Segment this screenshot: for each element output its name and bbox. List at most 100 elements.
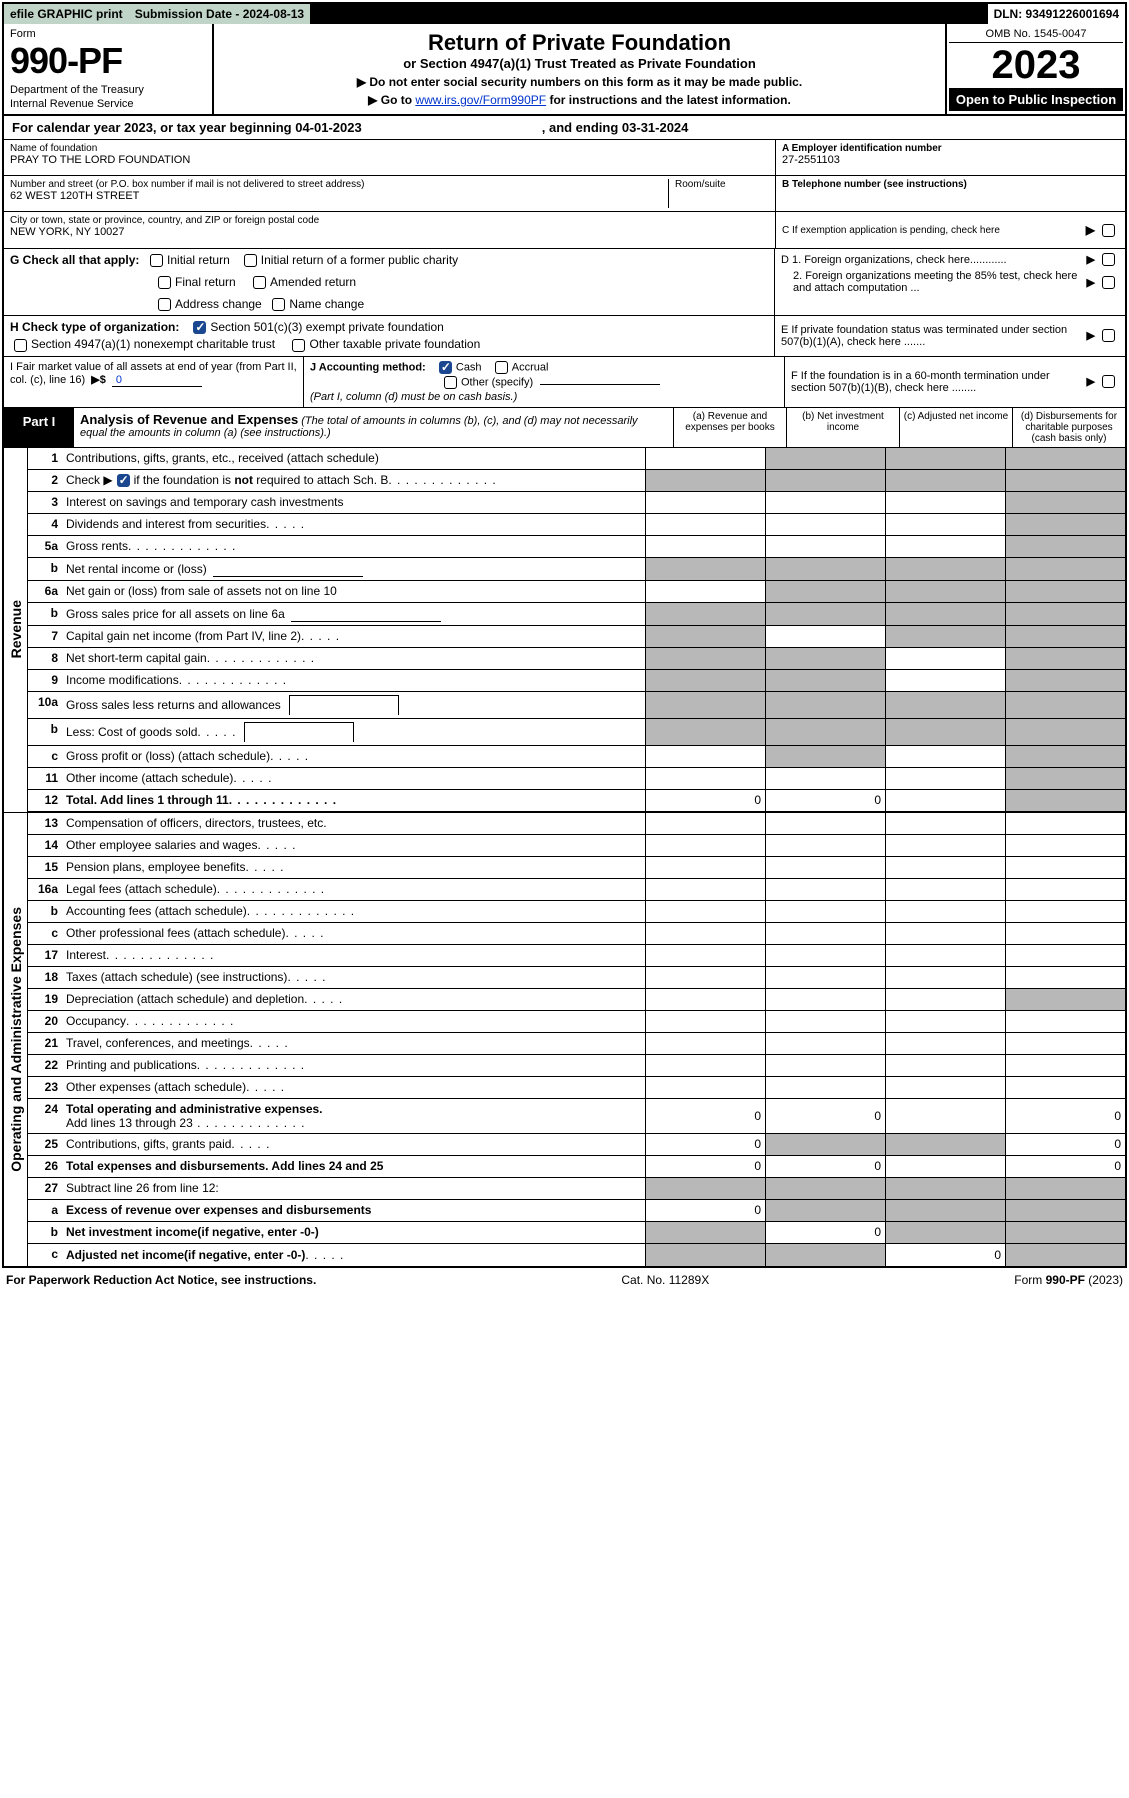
s501-checkbox[interactable]: [193, 321, 206, 334]
r16a-text: Legal fees (attach schedule): [66, 882, 217, 896]
r4-text: Dividends and interest from securities: [66, 517, 266, 531]
r15-text: Pension plans, employee benefits: [66, 860, 245, 874]
row-19: Depreciation (attach schedule) and deple…: [62, 989, 646, 1010]
row-16b: Accounting fees (attach schedule): [62, 901, 646, 922]
cash-checkbox[interactable]: [439, 361, 452, 374]
initial-former-checkbox[interactable]: [244, 254, 257, 267]
section-h-e: H Check type of organization: Section 50…: [4, 316, 1125, 357]
ein-label: A Employer identification number: [782, 143, 1119, 154]
other-method-label: Other (specify): [461, 376, 533, 388]
row-20: Occupancy: [62, 1011, 646, 1032]
other-tax-label: Other taxable private foundation: [309, 337, 480, 351]
revenue-rows: 1Contributions, gifts, grants, etc., rec…: [28, 448, 1125, 812]
row-6b: Gross sales price for all assets on line…: [62, 603, 646, 625]
e-label: E If private foundation status was termi…: [781, 324, 1084, 348]
form-title: Return of Private Foundation: [220, 30, 939, 56]
city-value: NEW YORK, NY 10027: [10, 226, 769, 238]
revenue-side-label: Revenue: [4, 448, 28, 812]
expenses-side-label: Operating and Administrative Expenses: [4, 813, 28, 1266]
f-checkbox[interactable]: [1102, 375, 1115, 388]
name-value: PRAY TO THE LORD FOUNDATION: [10, 154, 769, 166]
part1-desc: Analysis of Revenue and Expenses (The to…: [74, 408, 674, 447]
g-section: G Check all that apply: Initial return I…: [4, 249, 775, 315]
header-left: Form 990-PF Department of the Treasury I…: [4, 24, 214, 114]
j-section: J Accounting method: Cash Accrual Other …: [304, 357, 785, 407]
e-checkbox[interactable]: [1102, 329, 1115, 342]
arrow-icon: ▶: [1087, 375, 1095, 388]
form-label: Form: [10, 28, 206, 40]
r24-text: Total operating and administrative expen…: [66, 1102, 323, 1116]
instr-1: ▶ Do not enter social security numbers o…: [220, 75, 939, 89]
v27cc: 0: [886, 1244, 1006, 1266]
e-section: E If private foundation status was termi…: [775, 316, 1125, 356]
row-25: Contributions, gifts, grants paid: [62, 1134, 646, 1155]
row-10a: Gross sales less returns and allowances: [62, 692, 646, 718]
footer-mid: Cat. No. 11289X: [621, 1273, 709, 1287]
final-return-label: Final return: [175, 275, 236, 289]
row-26: Total expenses and disbursements. Add li…: [62, 1156, 646, 1177]
info-right: A Employer identification number 27-2551…: [775, 140, 1125, 248]
row-15: Pension plans, employee benefits: [62, 857, 646, 878]
d1-label: D 1. Foreign organizations, check here..…: [781, 254, 1084, 266]
f-label: F If the foundation is in a 60-month ter…: [791, 370, 1084, 394]
v12a: 0: [646, 790, 766, 811]
final-return-checkbox[interactable]: [158, 276, 171, 289]
instr-2-pre: ▶ Go to: [368, 93, 415, 107]
revenue-text: Revenue: [8, 600, 24, 658]
cash-label: Cash: [456, 361, 482, 373]
form-container: efile GRAPHIC print Submission Date - 20…: [2, 2, 1127, 1268]
arrow-icon: ▶: [1086, 223, 1095, 237]
top-bar: efile GRAPHIC print Submission Date - 20…: [4, 4, 1125, 24]
v27bb: 0: [766, 1222, 886, 1243]
submission-date: Submission Date - 2024-08-13: [129, 4, 310, 24]
col-d-head: (d) Disbursements for charitable purpose…: [1013, 408, 1125, 447]
accrual-checkbox[interactable]: [495, 361, 508, 374]
col-b-head: (b) Net investment income: [787, 408, 900, 447]
other-method-checkbox[interactable]: [444, 376, 457, 389]
amended-return-checkbox[interactable]: [253, 276, 266, 289]
v25d: 0: [1006, 1134, 1125, 1155]
addr-change-label: Address change: [175, 297, 262, 311]
v24d: 0: [1006, 1099, 1125, 1133]
row-5b: Net rental income or (loss): [62, 558, 646, 580]
row-10b: Less: Cost of goods sold: [62, 719, 646, 745]
info-grid: Name of foundation PRAY TO THE LORD FOUN…: [4, 140, 1125, 249]
efile-label[interactable]: efile GRAPHIC print: [4, 4, 129, 24]
r14-text: Other employee salaries and wages: [66, 838, 257, 852]
arrow-icon: ▶: [1087, 253, 1095, 266]
r8-text: Net short-term capital gain: [66, 651, 207, 665]
schb-checkbox[interactable]: [117, 474, 130, 487]
r25-text: Contributions, gifts, grants paid: [66, 1137, 231, 1151]
row-2: Check ▶ if the foundation is not require…: [62, 470, 646, 491]
d2-checkbox[interactable]: [1102, 276, 1115, 289]
other-tax-checkbox[interactable]: [292, 339, 305, 352]
addr-change-checkbox[interactable]: [158, 298, 171, 311]
section-i-j-f: I Fair market value of all assets at end…: [4, 357, 1125, 408]
instr-2: ▶ Go to www.irs.gov/Form990PF for instru…: [220, 93, 939, 107]
r23-text: Other expenses (attach schedule): [66, 1080, 246, 1094]
addr-value: 62 WEST 120TH STREET: [10, 190, 662, 202]
d-section: D 1. Foreign organizations, check here..…: [775, 249, 1125, 315]
name-change-checkbox[interactable]: [272, 298, 285, 311]
s501-label: Section 501(c)(3) exempt private foundat…: [210, 320, 443, 334]
irs-link[interactable]: www.irs.gov/Form990PF: [415, 93, 546, 107]
name-label: Name of foundation: [10, 143, 769, 154]
s4947-checkbox[interactable]: [14, 339, 27, 352]
j-label: J Accounting method:: [310, 361, 426, 373]
h-section: H Check type of organization: Section 50…: [4, 316, 775, 356]
v24b: 0: [766, 1099, 886, 1133]
r5a-text: Gross rents: [66, 539, 128, 553]
exemption-checkbox[interactable]: [1102, 224, 1115, 237]
r10c-text: Gross profit or (loss) (attach schedule): [66, 749, 270, 763]
exemption-cell: C If exemption application is pending, c…: [776, 212, 1125, 248]
v26d: 0: [1006, 1156, 1125, 1177]
f-section: F If the foundation is in a 60-month ter…: [785, 357, 1125, 407]
row-6a: Net gain or (loss) from sale of assets n…: [62, 581, 646, 602]
initial-return-checkbox[interactable]: [150, 254, 163, 267]
row-23: Other expenses (attach schedule): [62, 1077, 646, 1098]
h-label: H Check type of organization:: [10, 320, 179, 334]
d1-checkbox[interactable]: [1102, 253, 1115, 266]
d2-label: 2. Foreign organizations meeting the 85%…: [781, 270, 1084, 294]
ein-cell: A Employer identification number 27-2551…: [776, 140, 1125, 176]
r11-text: Other income (attach schedule): [66, 771, 233, 785]
